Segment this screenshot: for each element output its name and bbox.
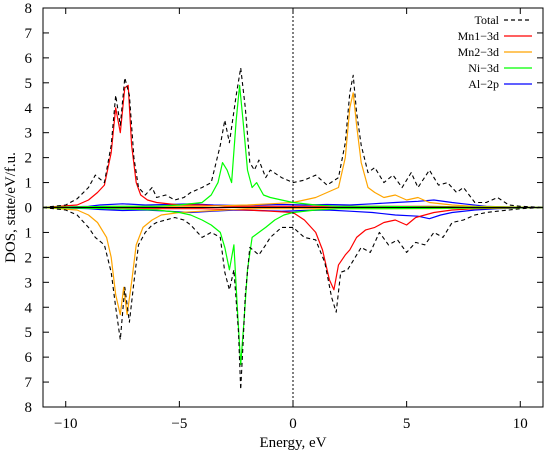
x-axis-label: Energy, eV xyxy=(259,435,326,451)
dos-curves xyxy=(42,67,544,391)
series-3-up-line xyxy=(42,84,544,209)
y-tick-label: 6 xyxy=(25,51,33,67)
y-tick-label: 2 xyxy=(25,250,33,266)
x-tick-label: −5 xyxy=(171,416,187,432)
series-0-up-line xyxy=(42,67,544,209)
y-tick-label: 6 xyxy=(25,350,33,366)
y-tick-label: 8 xyxy=(25,1,33,17)
legend-label: Mn1−3d xyxy=(458,29,499,43)
y-tick-label: 1 xyxy=(25,176,33,192)
y-axis-ticks: 8 7 6 5 4 3 2 1 0 1 2 3 4 5 6 7 8 xyxy=(25,1,543,416)
x-axis-ticks: −10 −5 0 5 10 xyxy=(54,8,528,432)
y-tick-label: 2 xyxy=(25,151,33,167)
y-tick-label: 5 xyxy=(25,76,33,92)
x-tick-label: 10 xyxy=(513,416,528,432)
legend: Total Mn1−3d Mn2−3d Ni−3d Al−2p xyxy=(458,13,532,91)
y-tick-label: 5 xyxy=(25,325,33,341)
series-4-down-line xyxy=(42,206,544,220)
legend-label: Ni−3d xyxy=(468,61,499,75)
y-tick-label: 7 xyxy=(25,26,33,42)
y-tick-label: 3 xyxy=(25,126,33,142)
legend-label: Total xyxy=(475,13,500,27)
x-tick-label: 5 xyxy=(403,416,411,432)
y-tick-label: 0 xyxy=(25,201,33,217)
legend-label: Al−2p xyxy=(468,77,499,91)
series-2-up-line xyxy=(42,92,544,209)
y-tick-label: 7 xyxy=(25,375,33,391)
x-tick-label: −10 xyxy=(54,416,77,432)
legend-label: Mn2−3d xyxy=(458,45,499,59)
y-tick-label: 8 xyxy=(25,400,33,416)
y-tick-label: 4 xyxy=(25,300,33,316)
y-tick-label: 3 xyxy=(25,275,33,291)
y-axis-label: DOS, state/eV/f.u. xyxy=(3,152,19,263)
x-tick-label: 0 xyxy=(289,416,297,432)
y-tick-label: 1 xyxy=(25,225,33,241)
series-0-down-line xyxy=(42,206,544,391)
y-tick-label: 4 xyxy=(25,101,33,117)
series-1-down-line xyxy=(43,206,544,291)
